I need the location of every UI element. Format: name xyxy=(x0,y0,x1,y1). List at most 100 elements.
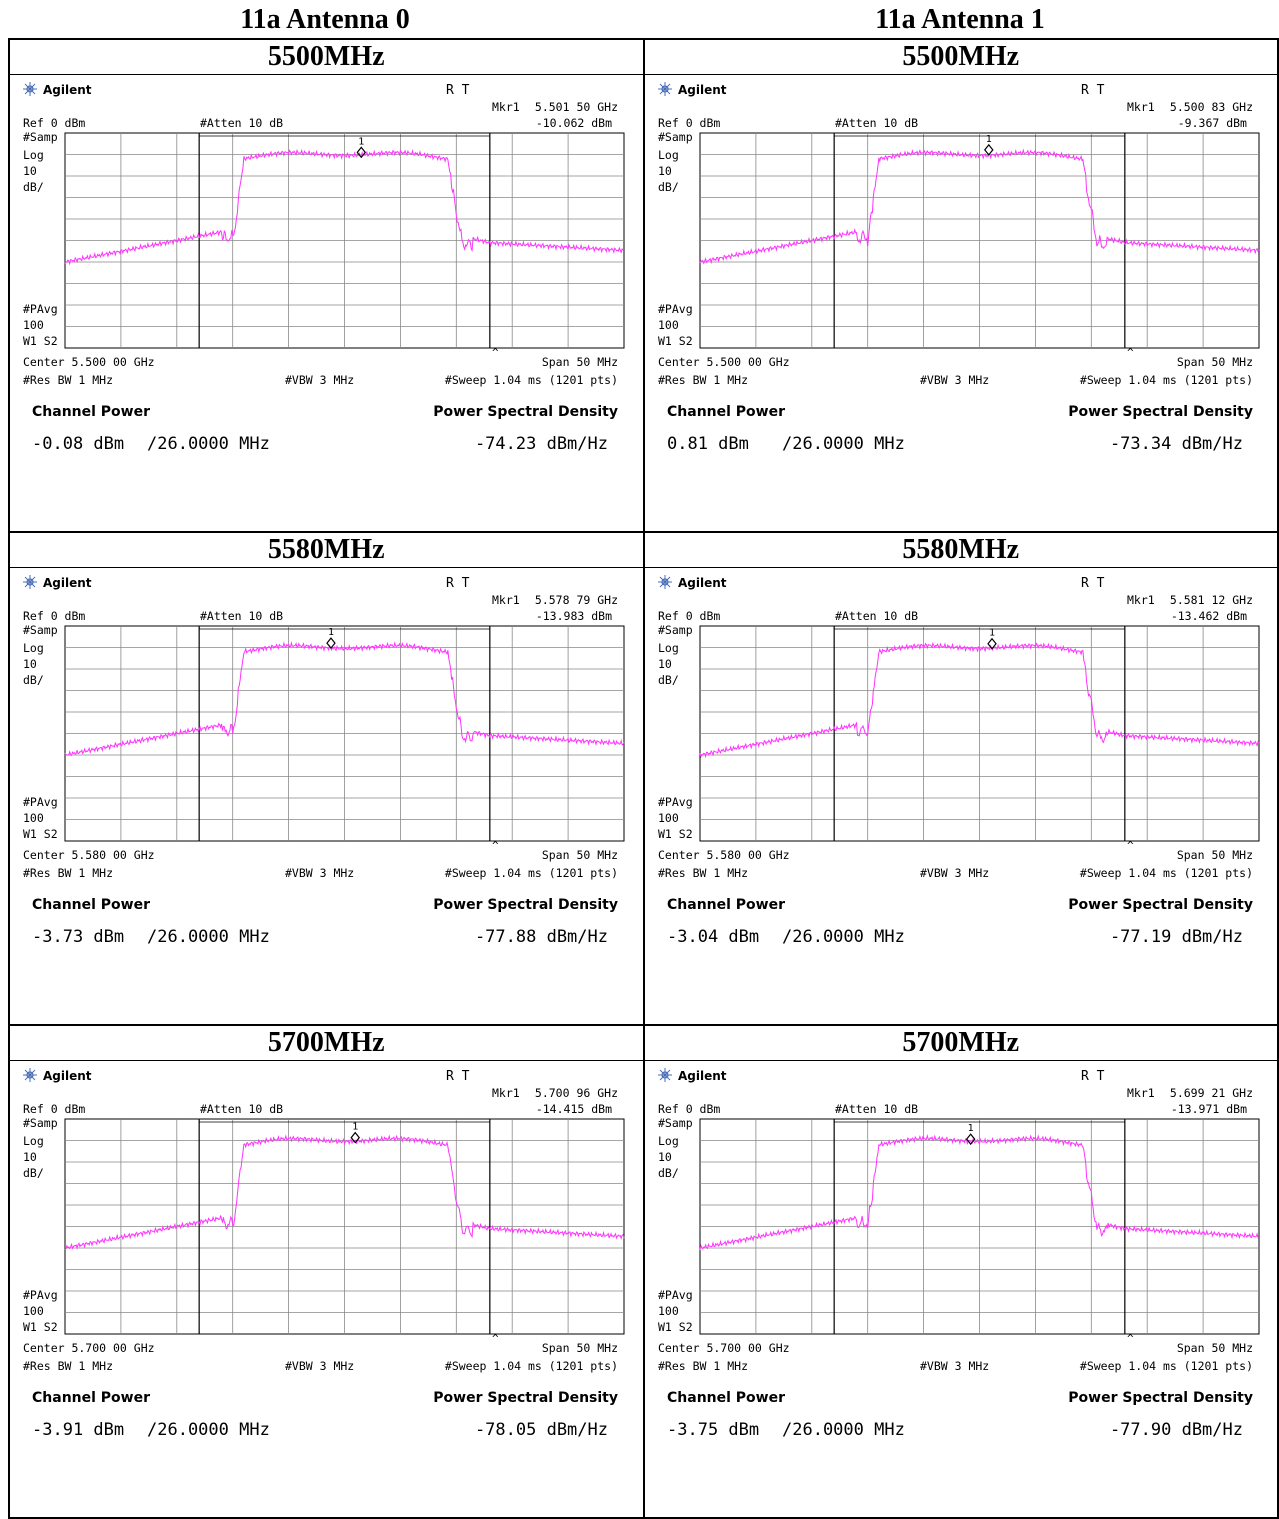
resolution-bandwidth: #Res BW 1 MHz xyxy=(23,1359,113,1373)
sweep-time: #Sweep 1.04 ms (1201 pts) xyxy=(445,1359,618,1373)
marker-number: 1 xyxy=(352,1122,358,1133)
channel-bandwidth-value: /26.0000 MHz xyxy=(147,927,270,947)
channel-power-label: Channel Power xyxy=(667,897,785,913)
analyzer-screen: Agilent R T Mkr1 5.501 50 GHz Ref 0 dBm … xyxy=(10,75,643,531)
channel-bandwidth-value: /26.0000 MHz xyxy=(147,1420,270,1440)
scale-unit: dB/ xyxy=(658,1166,679,1180)
marker-level: -13.971 dBm xyxy=(1170,1102,1246,1116)
scale-type: Log xyxy=(658,1134,679,1148)
spectrum-trace xyxy=(64,148,625,266)
marker-label: Mkr1 xyxy=(492,1086,520,1100)
scale-unit: dB/ xyxy=(658,673,679,687)
detector-mode: #Samp xyxy=(23,130,58,144)
averaging-count: 100 xyxy=(658,811,679,825)
scale-type: Log xyxy=(658,641,679,655)
caret-icon: ^ xyxy=(492,1332,499,1345)
mode-indicator: R T xyxy=(1081,1069,1105,1084)
psd-value: -78.05 dBm/Hz xyxy=(475,1420,608,1440)
marker-level: -9.367 dBm xyxy=(1177,116,1246,130)
marker-diamond-icon: 1 xyxy=(356,136,367,159)
plot-cell: 5580MHz Agilent R T Mkr1 5.578 79 GHz Re… xyxy=(8,531,645,1026)
sweep-time: #Sweep 1.04 ms (1201 pts) xyxy=(1079,373,1252,387)
sweep-time: #Sweep 1.04 ms (1201 pts) xyxy=(1079,866,1252,880)
reference-level: Ref 0 dBm xyxy=(23,116,85,130)
averaging-mode: #PAvg xyxy=(658,302,693,316)
video-bandwidth: #VBW 3 MHz xyxy=(920,866,989,880)
channel-bandwidth-bracket xyxy=(833,1119,1125,1334)
marker-number: 1 xyxy=(358,136,364,147)
psd-value: -74.23 dBm/Hz xyxy=(475,434,608,454)
marker-number: 1 xyxy=(989,628,995,639)
spectrum-trace xyxy=(699,1133,1259,1251)
channel-bandwidth-value: /26.0000 MHz xyxy=(782,927,905,947)
psd-label: Power Spectral Density xyxy=(433,404,618,420)
cell-title: 5580MHz xyxy=(10,533,643,568)
center-frequency: Center 5.580 00 GHz xyxy=(658,848,790,862)
attenuation: #Atten 10 dB xyxy=(200,609,283,623)
channel-bandwidth-value: /26.0000 MHz xyxy=(147,434,270,454)
averaging-mode: #PAvg xyxy=(658,795,693,809)
scale-value: 10 xyxy=(23,657,37,671)
marker-label: Mkr1 xyxy=(492,100,520,114)
center-frequency: Center 5.500 00 GHz xyxy=(658,355,790,369)
marker-number: 1 xyxy=(967,1123,973,1134)
channel-power-value: -3.73 dBm xyxy=(32,927,124,947)
video-bandwidth: #VBW 3 MHz xyxy=(920,1359,989,1373)
scale-type: Log xyxy=(23,641,44,655)
resolution-bandwidth: #Res BW 1 MHz xyxy=(23,373,113,387)
caret-icon: ^ xyxy=(492,839,499,852)
marker-frequency: 5.700 96 GHz xyxy=(535,1086,618,1100)
cell-title: 5500MHz xyxy=(644,40,1277,75)
averaging-count: 100 xyxy=(658,1304,679,1318)
channel-power-label: Channel Power xyxy=(667,1390,785,1406)
marker-frequency: 5.699 21 GHz xyxy=(1169,1086,1252,1100)
span: Span 50 MHz xyxy=(1176,1341,1252,1355)
center-frequency: Center 5.700 00 GHz xyxy=(658,1341,790,1355)
scale-value: 10 xyxy=(23,164,37,178)
brand-label: Agilent xyxy=(678,83,727,97)
span: Span 50 MHz xyxy=(542,1341,618,1355)
trace-state: W1 S2 xyxy=(658,1320,693,1334)
channel-bandwidth-value: /26.0000 MHz xyxy=(782,434,905,454)
attenuation: #Atten 10 dB xyxy=(835,116,918,130)
channel-power-value: -0.08 dBm xyxy=(32,434,124,454)
resolution-bandwidth: #Res BW 1 MHz xyxy=(23,866,113,880)
caret-icon: ^ xyxy=(1127,1332,1134,1345)
marker-frequency: 5.500 83 GHz xyxy=(1169,100,1252,114)
analyzer-screen: Agilent R T Mkr1 5.699 21 GHz Ref 0 dBm … xyxy=(645,1061,1278,1517)
scale-type: Log xyxy=(658,148,679,162)
brand-label: Agilent xyxy=(43,576,92,590)
marker-number: 1 xyxy=(985,134,991,145)
agilent-logo-icon xyxy=(657,575,672,589)
analyzer-screen: Agilent R T Mkr1 5.581 12 GHz Ref 0 dBm … xyxy=(645,568,1278,1024)
spectrum-trace xyxy=(64,1134,625,1251)
center-frequency: Center 5.580 00 GHz xyxy=(23,848,155,862)
center-frequency: Center 5.500 00 GHz xyxy=(23,355,155,369)
channel-power-value: -3.75 dBm xyxy=(667,1420,759,1440)
channel-power-value: -3.91 dBm xyxy=(32,1420,124,1440)
channel-bandwidth-bracket xyxy=(198,626,491,841)
averaging-count: 100 xyxy=(23,318,44,332)
spectrum-trace xyxy=(699,641,1259,759)
channel-power-value: -3.04 dBm xyxy=(667,927,759,947)
brand-label: Agilent xyxy=(43,1069,92,1083)
resolution-bandwidth: #Res BW 1 MHz xyxy=(658,1359,748,1373)
marker-label: Mkr1 xyxy=(1127,1086,1155,1100)
psd-value: -77.90 dBm/Hz xyxy=(1109,1420,1242,1440)
scale-type: Log xyxy=(23,1134,44,1148)
video-bandwidth: #VBW 3 MHz xyxy=(285,866,354,880)
center-frequency: Center 5.700 00 GHz xyxy=(23,1341,155,1355)
scale-unit: dB/ xyxy=(23,673,44,687)
marker-frequency: 5.578 79 GHz xyxy=(535,593,618,607)
video-bandwidth: #VBW 3 MHz xyxy=(285,1359,354,1373)
sweep-time: #Sweep 1.04 ms (1201 pts) xyxy=(445,866,618,880)
reference-level: Ref 0 dBm xyxy=(658,116,720,130)
mode-indicator: R T xyxy=(446,83,470,98)
channel-power-label: Channel Power xyxy=(667,404,785,420)
graticule xyxy=(64,625,625,842)
channel-bandwidth-bracket xyxy=(198,133,491,348)
attenuation: #Atten 10 dB xyxy=(835,1102,918,1116)
reference-level: Ref 0 dBm xyxy=(658,609,720,623)
marker-diamond-icon: 1 xyxy=(965,1123,975,1146)
cell-title: 5500MHz xyxy=(10,40,643,75)
